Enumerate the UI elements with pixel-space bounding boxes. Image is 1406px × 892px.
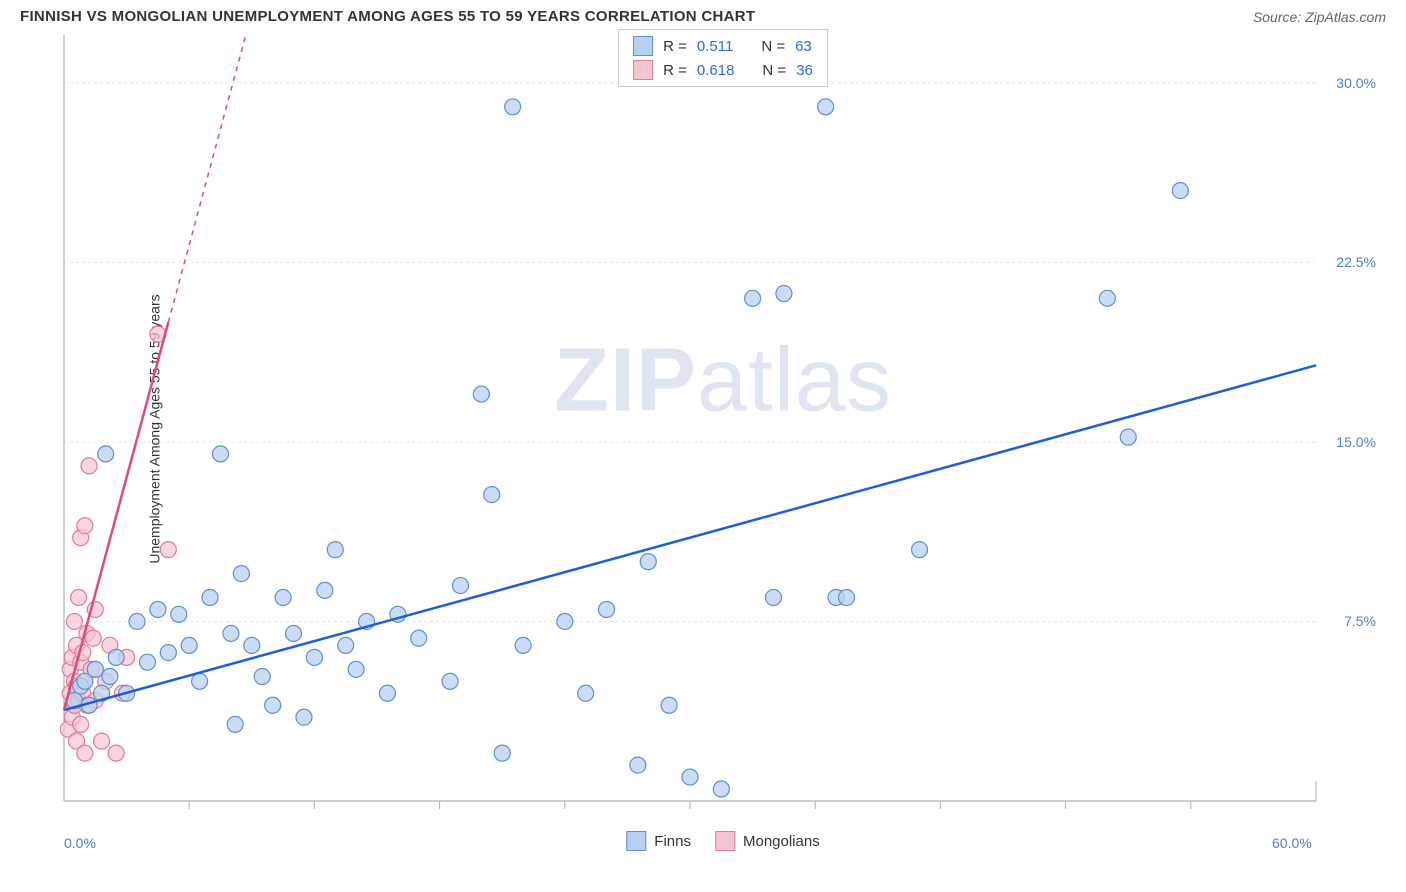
y-tick-label: 7.5% [1344, 613, 1376, 629]
corr-row-finns: R = 0.511 N = 63 [633, 34, 813, 58]
x-tick-label: 60.0% [1272, 835, 1312, 851]
x-tick-label: 0.0% [64, 835, 96, 851]
correlation-legend: R = 0.511 N = 63 R = 0.618 N = 36 [618, 29, 828, 87]
source-attribution: Source: ZipAtlas.com [1253, 9, 1386, 25]
legend-mongolians: Mongolians [715, 831, 820, 851]
corr-row-mongolians: R = 0.618 N = 36 [633, 58, 813, 82]
finns-swatch [626, 831, 646, 851]
mongolians-swatch [633, 60, 653, 80]
legend-finns: Finns [626, 831, 691, 851]
plot-svg [60, 29, 1386, 829]
series-legend: Finns Mongolians [626, 831, 819, 851]
finns-swatch [633, 36, 653, 56]
y-tick-label: 15.0% [1336, 434, 1376, 450]
chart-title: FINNISH VS MONGOLIAN UNEMPLOYMENT AMONG … [20, 8, 755, 25]
y-tick-label: 22.5% [1336, 254, 1376, 270]
scatter-plot: Unemployment Among Ages 55 to 59 years Z… [60, 29, 1386, 829]
mongolians-swatch [715, 831, 735, 851]
y-tick-label: 30.0% [1336, 75, 1376, 91]
